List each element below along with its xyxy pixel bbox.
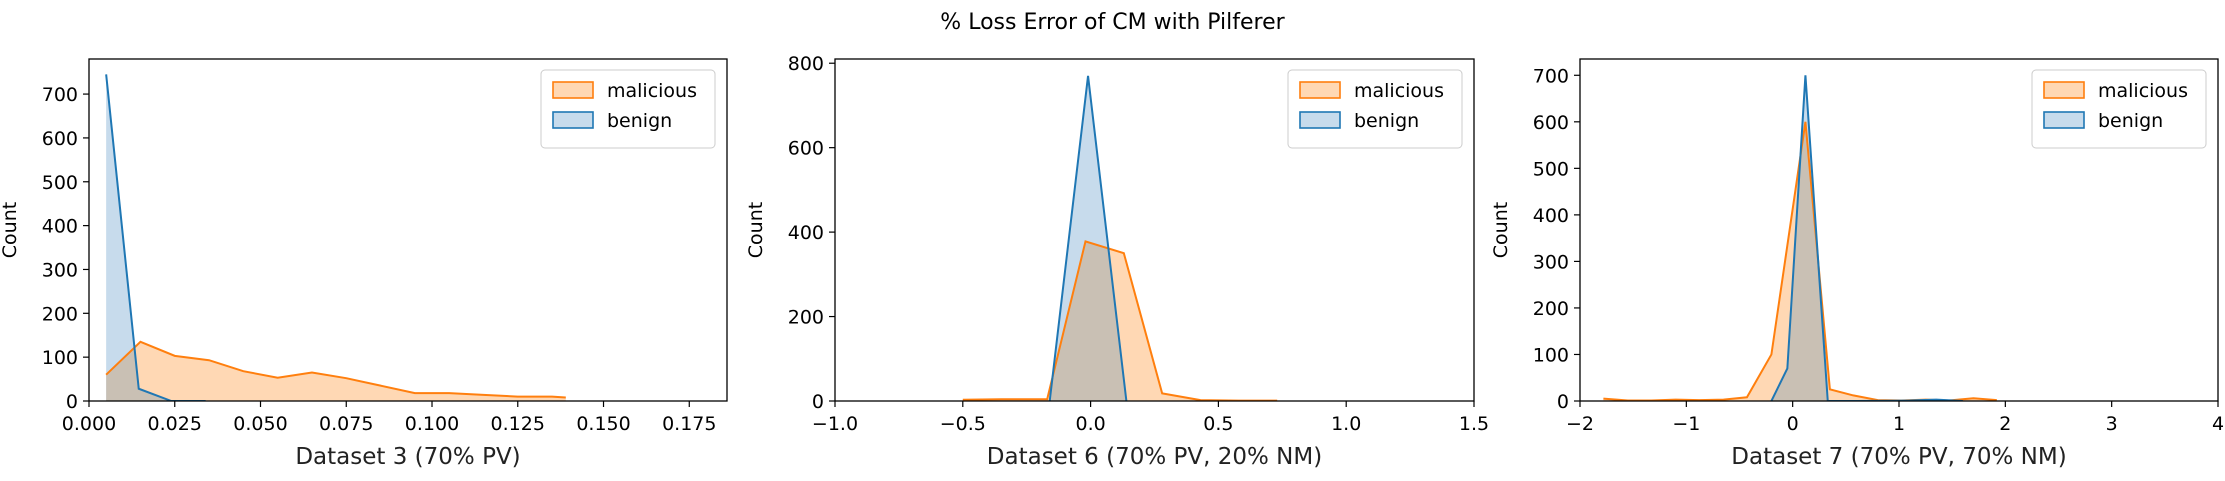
- legend-swatch: [2043, 111, 2085, 129]
- x-tick-label: 0.000: [62, 413, 116, 435]
- x-tick-label: −1: [1672, 413, 1700, 435]
- x-tick-label: 0.5: [1203, 413, 1233, 435]
- x-tick-label: 1.5: [1459, 413, 1489, 435]
- benign-line: [1048, 75, 1128, 401]
- chart-1: 0.000 0.025 0.050 0.075 0.100 0.125 0.150 0.175…: [0, 58, 728, 470]
- x-axis-label: Dataset 7 (70% PV, 70% NM): [1731, 444, 2066, 470]
- chart-2: −1.0 −0.5 0.0 0.5 1.0 1.5 0 200 400 600 800 Dataset…: [745, 53, 1489, 470]
- legend-label: malicious: [1354, 80, 1444, 102]
- malicious-area: [106, 341, 566, 401]
- y-tick-label: 200: [1533, 298, 1569, 320]
- x-tick-label: 0.125: [491, 413, 545, 435]
- y-tick-label: 100: [1533, 344, 1569, 366]
- x-tick-label: 0.0: [1075, 413, 1105, 435]
- y-tick-label: 0: [1557, 391, 1569, 413]
- y-tick-label: 300: [1533, 251, 1569, 273]
- x-tick-label: −2: [1566, 413, 1594, 435]
- x-tick-label: 0.075: [319, 413, 373, 435]
- plot-area: [1603, 75, 1997, 401]
- legend-swatch: [2043, 81, 2085, 99]
- y-tick-label: 600: [1533, 112, 1569, 134]
- plot-area: [105, 74, 566, 401]
- x-tick-label: 0.175: [662, 413, 716, 435]
- x-tick-label: −1.0: [812, 413, 858, 435]
- x-tick-label: −0.5: [940, 413, 986, 435]
- legend: malicious benign: [1287, 69, 1463, 149]
- x-tick-label: 1: [1893, 413, 1905, 435]
- x-axis-label: Dataset 6 (70% PV, 20% NM): [987, 444, 1322, 470]
- x-tick-label: 0.150: [576, 413, 630, 435]
- x-tick-label: 0.025: [148, 413, 202, 435]
- x-tick-label: 0: [1787, 413, 1799, 435]
- legend-label: malicious: [607, 80, 697, 102]
- y-axis-label: Count: [0, 202, 21, 258]
- y-tick-label: 400: [42, 216, 78, 238]
- legend-label: benign: [607, 110, 672, 132]
- malicious-line: [105, 340, 566, 399]
- legend-swatch: [552, 111, 594, 129]
- axes-frame: [88, 58, 728, 402]
- legend-label: benign: [1354, 110, 1419, 132]
- y-tick-label: 400: [788, 222, 824, 244]
- y-tick-label: 700: [1533, 65, 1569, 87]
- benign-line: [105, 74, 206, 401]
- x-tick-label: 3: [2106, 413, 2118, 435]
- y-tick-label: 100: [42, 347, 78, 369]
- y-tick-label: 500: [1533, 158, 1569, 180]
- x-tick-label: 1.0: [1331, 413, 1361, 435]
- y-tick-label: 400: [1533, 205, 1569, 227]
- y-axis-label: Count: [1490, 202, 1512, 258]
- y-tick-label: 500: [42, 172, 78, 194]
- y-tick-label: 0: [66, 391, 78, 413]
- legend-swatch: [1299, 81, 1341, 99]
- x-tick-label: 4: [2212, 413, 2224, 435]
- legend-swatch: [552, 81, 594, 99]
- y-tick-label: 800: [788, 53, 824, 75]
- y-tick-label: 600: [788, 138, 824, 160]
- y-axis-label: Count: [745, 202, 767, 258]
- legend-label: malicious: [2098, 80, 2188, 102]
- chart-3: −2 −1 0 1 2 3 4 0 100 200 300 400 500 600 700 Dataset 7…: [1490, 58, 2224, 470]
- x-axis-label: Dataset 3 (70% PV): [295, 444, 520, 470]
- overlap-area: [1771, 121, 1963, 401]
- overlap-area: [1049, 241, 1127, 401]
- plot-area: [962, 75, 1278, 401]
- x-tick-label: 2: [1999, 413, 2011, 435]
- legend-swatch: [1299, 111, 1341, 129]
- y-tick-label: 200: [42, 303, 78, 325]
- x-tick-label: 0.050: [233, 413, 287, 435]
- figure-title: % Loss Error of CM with Pilferer: [940, 10, 1285, 35]
- y-tick-label: 300: [42, 259, 78, 281]
- legend: malicious benign: [2031, 69, 2207, 149]
- malicious-area: [962, 241, 1278, 401]
- y-tick-label: 200: [788, 307, 824, 329]
- y-tick-label: 700: [42, 84, 78, 106]
- legend-label: benign: [2098, 110, 2163, 132]
- x-tick-label: 0.100: [405, 413, 459, 435]
- legend: malicious benign: [540, 69, 716, 149]
- y-tick-label: 600: [42, 128, 78, 150]
- axes-frame: [834, 58, 1475, 402]
- benign-line: [1770, 75, 1963, 401]
- y-tick-label: 0: [812, 391, 824, 413]
